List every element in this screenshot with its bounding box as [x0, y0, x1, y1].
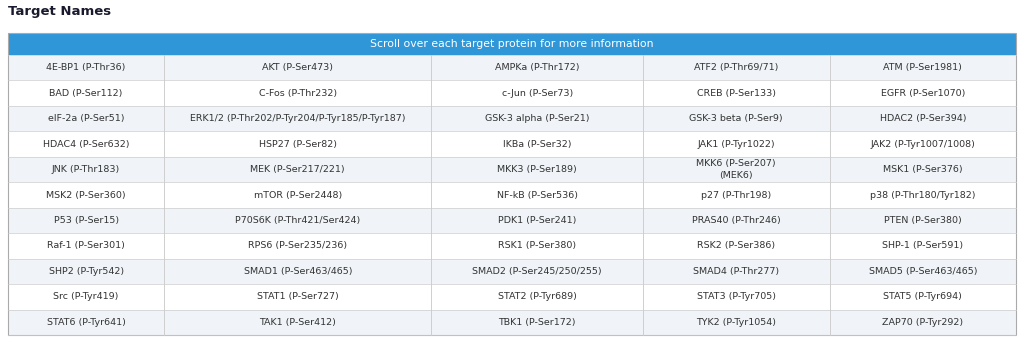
- Text: SMAD2 (P-Ser245/250/255): SMAD2 (P-Ser245/250/255): [472, 267, 602, 276]
- Text: PTEN (P-Ser380): PTEN (P-Ser380): [884, 216, 962, 225]
- Text: AMPKa (P-Thr172): AMPKa (P-Thr172): [495, 63, 580, 72]
- Text: HSP27 (P-Ser82): HSP27 (P-Ser82): [259, 140, 337, 149]
- Text: MEK (P-Ser217/221): MEK (P-Ser217/221): [251, 165, 345, 174]
- Text: BAD (P-Ser112): BAD (P-Ser112): [49, 89, 123, 98]
- Bar: [8, 157, 1016, 182]
- Text: P70S6K (P-Thr421/Ser424): P70S6K (P-Thr421/Ser424): [236, 216, 360, 225]
- Text: CREB (P-Ser133): CREB (P-Ser133): [696, 89, 776, 98]
- Text: AKT (P-Ser473): AKT (P-Ser473): [262, 63, 333, 72]
- Bar: [8, 233, 1016, 259]
- Bar: [8, 33, 1016, 335]
- Text: SMAD4 (P-Thr277): SMAD4 (P-Thr277): [693, 267, 779, 276]
- Text: RPS6 (P-Ser235/236): RPS6 (P-Ser235/236): [248, 241, 347, 250]
- Bar: [8, 259, 1016, 284]
- Text: eIF-2a (P-Ser51): eIF-2a (P-Ser51): [48, 114, 124, 123]
- Bar: [8, 33, 1016, 55]
- Text: ATM (P-Ser1981): ATM (P-Ser1981): [884, 63, 963, 72]
- Text: JNK (P-Thr183): JNK (P-Thr183): [52, 165, 120, 174]
- Text: NF-kB (P-Ser536): NF-kB (P-Ser536): [497, 190, 578, 200]
- Text: GSK-3 alpha (P-Ser21): GSK-3 alpha (P-Ser21): [485, 114, 590, 123]
- Text: HDAC4 (P-Ser632): HDAC4 (P-Ser632): [43, 140, 129, 149]
- Text: P53 (P-Ser15): P53 (P-Ser15): [53, 216, 119, 225]
- Text: GSK-3 beta (P-Ser9): GSK-3 beta (P-Ser9): [689, 114, 783, 123]
- Text: SHP2 (P-Tyr542): SHP2 (P-Tyr542): [48, 267, 124, 276]
- Text: p38 (P-Thr180/Tyr182): p38 (P-Thr180/Tyr182): [870, 190, 976, 200]
- Text: Scroll over each target protein for more information: Scroll over each target protein for more…: [371, 39, 653, 49]
- Text: JAK2 (P-Tyr1007/1008): JAK2 (P-Tyr1007/1008): [870, 140, 975, 149]
- Bar: [8, 81, 1016, 106]
- Text: p27 (P-Thr198): p27 (P-Thr198): [701, 190, 771, 200]
- Text: EGFR (P-Ser1070): EGFR (P-Ser1070): [881, 89, 965, 98]
- Text: Src (P-Tyr419): Src (P-Tyr419): [53, 292, 119, 301]
- Text: STAT6 (P-Tyr641): STAT6 (P-Tyr641): [47, 318, 126, 327]
- Text: HDAC2 (P-Ser394): HDAC2 (P-Ser394): [880, 114, 966, 123]
- Text: ZAP70 (P-Tyr292): ZAP70 (P-Tyr292): [883, 318, 964, 327]
- Text: STAT2 (P-Tyr689): STAT2 (P-Tyr689): [498, 292, 577, 301]
- Text: Target Names: Target Names: [8, 5, 112, 18]
- Text: MSK2 (P-Ser360): MSK2 (P-Ser360): [46, 190, 126, 200]
- Text: TBK1 (P-Ser172): TBK1 (P-Ser172): [499, 318, 575, 327]
- Text: STAT5 (P-Tyr694): STAT5 (P-Tyr694): [884, 292, 963, 301]
- Text: RSK2 (P-Ser386): RSK2 (P-Ser386): [697, 241, 775, 250]
- Bar: [8, 208, 1016, 233]
- Bar: [8, 55, 1016, 81]
- Bar: [8, 131, 1016, 157]
- Text: C-Fos (P-Thr232): C-Fos (P-Thr232): [259, 89, 337, 98]
- Text: ERK1/2 (P-Thr202/P-Tyr204/P-Tyr185/P-Tyr187): ERK1/2 (P-Thr202/P-Tyr204/P-Tyr185/P-Tyr…: [190, 114, 406, 123]
- Text: JAK1 (P-Tyr1022): JAK1 (P-Tyr1022): [697, 140, 775, 149]
- Text: PRAS40 (P-Thr246): PRAS40 (P-Thr246): [692, 216, 780, 225]
- Text: IKBa (P-Ser32): IKBa (P-Ser32): [503, 140, 571, 149]
- Bar: [8, 182, 1016, 208]
- Text: PDK1 (P-Ser241): PDK1 (P-Ser241): [498, 216, 577, 225]
- Text: TYK2 (P-Tyr1054): TYK2 (P-Tyr1054): [696, 318, 776, 327]
- Text: MKK6 (P-Ser207)
(MEK6): MKK6 (P-Ser207) (MEK6): [696, 159, 776, 180]
- Text: 4E-BP1 (P-Thr36): 4E-BP1 (P-Thr36): [46, 63, 126, 72]
- Bar: [8, 106, 1016, 131]
- Text: SHP-1 (P-Ser591): SHP-1 (P-Ser591): [883, 241, 964, 250]
- Text: Raf-1 (P-Ser301): Raf-1 (P-Ser301): [47, 241, 125, 250]
- Text: TAK1 (P-Ser412): TAK1 (P-Ser412): [259, 318, 336, 327]
- Text: STAT1 (P-Ser727): STAT1 (P-Ser727): [257, 292, 339, 301]
- Bar: [8, 309, 1016, 335]
- Text: c-Jun (P-Ser73): c-Jun (P-Ser73): [502, 89, 572, 98]
- Text: RSK1 (P-Ser380): RSK1 (P-Ser380): [498, 241, 577, 250]
- Text: SMAD1 (P-Ser463/465): SMAD1 (P-Ser463/465): [244, 267, 352, 276]
- Text: mTOR (P-Ser2448): mTOR (P-Ser2448): [254, 190, 342, 200]
- Text: STAT3 (P-Tyr705): STAT3 (P-Tyr705): [696, 292, 776, 301]
- Bar: [8, 284, 1016, 309]
- Text: SMAD5 (P-Ser463/465): SMAD5 (P-Ser463/465): [868, 267, 977, 276]
- Text: ATF2 (P-Thr69/71): ATF2 (P-Thr69/71): [694, 63, 778, 72]
- Text: MSK1 (P-Ser376): MSK1 (P-Ser376): [883, 165, 963, 174]
- Text: MKK3 (P-Ser189): MKK3 (P-Ser189): [498, 165, 578, 174]
